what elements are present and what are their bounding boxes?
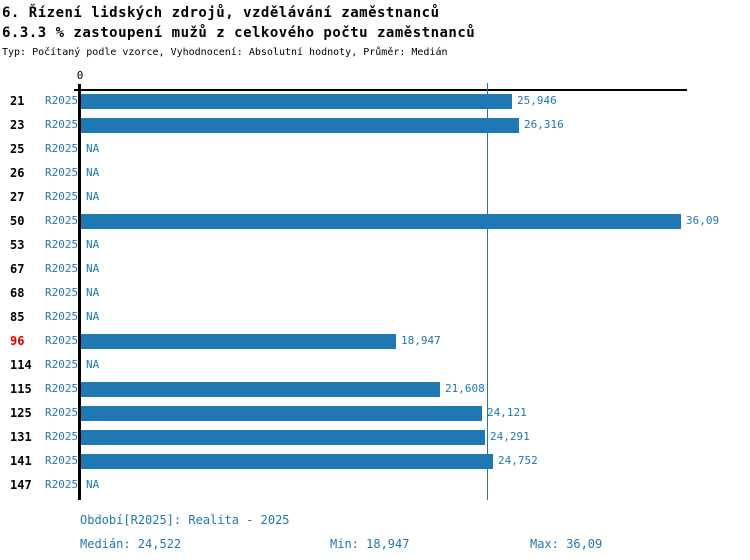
na-label: NA xyxy=(86,238,100,251)
chart-meta-info: Typ: Počítaný podle vzorce, Vyhodnocení:… xyxy=(2,47,448,58)
row-id-label: 27 xyxy=(10,190,25,204)
row-id-label: 23 xyxy=(10,118,25,132)
row-period-label: R2025 xyxy=(45,118,79,131)
na-label: NA xyxy=(86,166,100,179)
row-period-label: R2025 xyxy=(45,478,79,491)
row-period-label: R2025 xyxy=(45,238,79,251)
bar xyxy=(81,94,512,109)
row-period-label: R2025 xyxy=(45,310,79,323)
x-axis-line xyxy=(74,89,687,91)
stat-median: Medián: 24,522 xyxy=(80,537,182,551)
na-label: NA xyxy=(86,142,100,155)
x-axis-zero-tick-label: 0 xyxy=(76,69,84,82)
row-period-label: R2025 xyxy=(45,358,79,371)
chart-row: 147 R2025 NA xyxy=(0,473,750,497)
chart-row: 131 R2025 24,291 xyxy=(0,425,750,449)
legend-period: Období[R2025]: Realita - 2025 xyxy=(80,513,290,527)
row-id-label: 53 xyxy=(10,238,25,252)
chart-row: 23 R2025 26,316 xyxy=(0,113,750,137)
row-period-label: R2025 xyxy=(45,166,79,179)
chart-row: 50 R2025 36,09 xyxy=(0,209,750,233)
bar xyxy=(81,334,396,349)
na-label: NA xyxy=(86,286,100,299)
row-period-label: R2025 xyxy=(45,214,79,227)
row-id-label: 141 xyxy=(10,454,32,468)
chart-row: 25 R2025 NA xyxy=(0,137,750,161)
row-id-label: 115 xyxy=(10,382,32,396)
row-id-label: 50 xyxy=(10,214,25,228)
stat-min: Min: 18,947 xyxy=(330,537,410,551)
chart-row: 141 R2025 24,752 xyxy=(0,449,750,473)
bar xyxy=(81,430,485,445)
bar-value-label: 24,291 xyxy=(490,430,530,443)
chart-row: 125 R2025 24,121 xyxy=(0,401,750,425)
chart-row: 114 R2025 NA xyxy=(0,353,750,377)
row-id-label: 114 xyxy=(10,358,32,372)
median-reference-line xyxy=(487,83,488,500)
row-id-label: 85 xyxy=(10,310,25,324)
row-id-label: 25 xyxy=(10,142,25,156)
row-id-label: 96 xyxy=(10,334,25,348)
row-id-label: 131 xyxy=(10,430,32,444)
row-period-label: R2025 xyxy=(45,430,79,443)
row-id-label: 147 xyxy=(10,478,32,492)
bar-value-label: 26,316 xyxy=(524,118,564,131)
chart-row: 96 R2025 18,947 xyxy=(0,329,750,353)
na-label: NA xyxy=(86,358,100,371)
stat-max: Max: 36,09 xyxy=(530,537,603,551)
bar xyxy=(81,214,681,229)
chart-row: 27 R2025 NA xyxy=(0,185,750,209)
row-id-label: 26 xyxy=(10,166,25,180)
bar xyxy=(81,382,440,397)
row-period-label: R2025 xyxy=(45,382,79,395)
bar-value-label: 18,947 xyxy=(401,334,441,347)
bar xyxy=(81,406,482,421)
bar-value-label: 36,09 xyxy=(686,214,720,227)
bar-chart: 21 R2025 25,946 23 R2025 26,316 25 R2025 NA 26 R20… xyxy=(0,89,750,497)
row-id-label: 21 xyxy=(10,94,25,108)
row-period-label: R2025 xyxy=(45,454,79,467)
page-title: 6. Řízení lidských zdrojů, vzdělávání za… xyxy=(2,5,440,21)
row-id-label: 68 xyxy=(10,286,25,300)
bar xyxy=(81,454,493,469)
na-label: NA xyxy=(86,262,100,275)
indicator-subtitle: 6.3.3 % zastoupení mužů z celkového počt… xyxy=(2,25,476,41)
bar xyxy=(81,118,519,133)
y-axis-line xyxy=(78,84,81,500)
bar-value-label: 21,608 xyxy=(445,382,485,395)
chart-row: 67 R2025 NA xyxy=(0,257,750,281)
row-period-label: R2025 xyxy=(45,406,79,419)
bar-value-label: 24,121 xyxy=(487,406,527,419)
bar-value-label: 24,752 xyxy=(498,454,538,467)
row-period-label: R2025 xyxy=(45,262,79,275)
chart-row: 21 R2025 25,946 xyxy=(0,89,750,113)
na-label: NA xyxy=(86,190,100,203)
row-period-label: R2025 xyxy=(45,142,79,155)
chart-row: 85 R2025 NA xyxy=(0,305,750,329)
chart-row: 53 R2025 NA xyxy=(0,233,750,257)
na-label: NA xyxy=(86,478,100,491)
chart-row: 26 R2025 NA xyxy=(0,161,750,185)
bar-value-label: 25,946 xyxy=(517,94,557,107)
chart-row: 115 R2025 21,608 xyxy=(0,377,750,401)
row-period-label: R2025 xyxy=(45,334,79,347)
row-period-label: R2025 xyxy=(45,190,79,203)
row-period-label: R2025 xyxy=(45,286,79,299)
chart-row: 68 R2025 NA xyxy=(0,281,750,305)
row-id-label: 125 xyxy=(10,406,32,420)
row-period-label: R2025 xyxy=(45,94,79,107)
na-label: NA xyxy=(86,310,100,323)
row-id-label: 67 xyxy=(10,262,25,276)
